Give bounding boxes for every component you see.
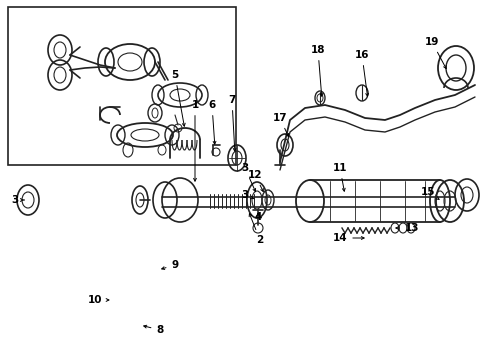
Text: 10: 10 [87,295,109,305]
Text: 3: 3 [11,195,24,205]
Text: 5: 5 [171,70,185,126]
Text: 13: 13 [395,223,418,233]
Text: 1: 1 [191,100,198,181]
Text: 9: 9 [162,260,178,270]
Text: 3: 3 [241,163,255,192]
Text: 2: 2 [249,213,263,245]
Bar [8,7,236,165]
Text: 15: 15 [420,187,438,199]
Text: 14: 14 [332,233,364,243]
Text: 4: 4 [254,212,261,222]
Text: 19: 19 [424,37,445,69]
Text: 6: 6 [208,100,216,144]
Text: 8: 8 [143,325,163,335]
Text: 11: 11 [332,163,346,191]
Text: 3: 3 [241,190,253,200]
Text: 18: 18 [310,45,325,96]
Text: 7: 7 [228,95,236,151]
Text: 17: 17 [272,113,288,136]
Text: 16: 16 [354,50,368,96]
Text: 12: 12 [247,170,263,192]
